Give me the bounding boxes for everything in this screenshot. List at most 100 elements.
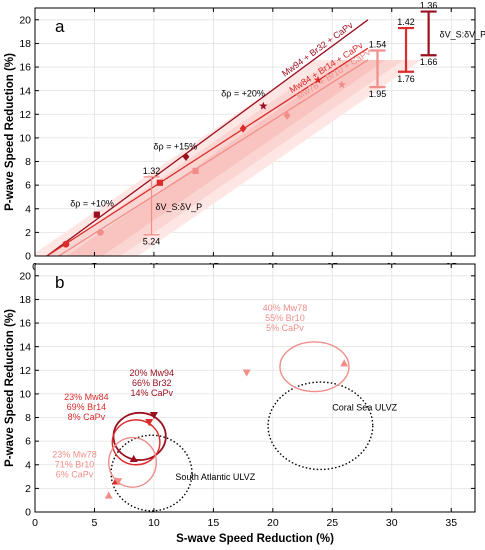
- y-tick-label: 14: [19, 341, 31, 353]
- ratio-bottom-value: 1.95: [369, 89, 387, 99]
- ratio-label: δV_S:δV_P: [440, 30, 485, 40]
- mixture-label-line: 55% Br10: [265, 313, 305, 323]
- plot-background: [35, 264, 475, 512]
- mixture-marker-down: [145, 419, 154, 427]
- series-1: [46, 47, 369, 256]
- y-tick-label: 0: [25, 251, 31, 263]
- ratio-top-value: 1.36: [420, 1, 438, 11]
- x-tick-label: 15: [208, 517, 220, 529]
- y-tick-label: 20: [19, 14, 31, 26]
- uncertainty-band: [66, 59, 386, 256]
- series-line: [46, 47, 369, 256]
- mixture-label-line: 6% CaPv: [56, 470, 94, 480]
- plot-content: [104, 341, 374, 512]
- ulvz-label: Coral Sea ULVZ: [332, 402, 397, 412]
- panel-letter: a: [55, 17, 65, 36]
- ratio-top-value: 1.42: [397, 17, 415, 27]
- y-tick-label: 4: [25, 203, 31, 215]
- y-axis-label: P-wave Speed Reduction (%): [4, 53, 16, 211]
- y-tick-label: 8: [25, 412, 31, 424]
- mixture-marker-down: [114, 478, 123, 486]
- mixture-label-line: 14% CaPv: [130, 388, 173, 398]
- mixture-ellipse: [111, 419, 161, 466]
- data-point-square: [192, 167, 199, 175]
- ratio-bottom-value: 1.76: [397, 74, 415, 84]
- y-tick-label: 2: [25, 483, 31, 495]
- mixture-label-line: 23% Mw84: [64, 392, 109, 402]
- mixture-marker-up: [104, 491, 113, 499]
- ratio-label: δV_S:δV_P: [156, 202, 203, 212]
- y-tick-label: 16: [19, 62, 31, 74]
- mixture-marker-up: [340, 359, 349, 367]
- series-0: [46, 19, 369, 256]
- ratio-bar-2: 1.42 1.76: [397, 17, 415, 84]
- ratio-bar-0: 1.32 5.24: [143, 166, 161, 247]
- plot-frame: [34, 7, 476, 257]
- data-point-diamond: [283, 111, 291, 120]
- mixture-label-line: 5% CaPv: [266, 323, 304, 333]
- mixture-label-line: 69% Br14: [67, 402, 107, 412]
- y-tick-label: 4: [25, 459, 31, 471]
- data-point-square: [156, 179, 163, 186]
- density-label: δρ = +15%: [153, 142, 197, 152]
- y-tick-label: 2: [25, 227, 31, 239]
- ratio-top-value: 1.32: [143, 166, 161, 176]
- mixture-3: [104, 436, 157, 499]
- panel-b: 0 5 10 15 20 25 30 35 0 2 4 6 8 10 12 14 16 18 20 P-wave Sp…: [4, 263, 476, 545]
- plot-content: [35, 19, 422, 256]
- data-point-circle: [97, 228, 104, 236]
- data-point-star: [313, 75, 323, 84]
- data-point-diamond: [182, 152, 190, 161]
- x-tick-label: 30: [386, 517, 398, 529]
- mixture-marker-up: [129, 454, 138, 463]
- ratio-bar-1: 1.54 1.95: [369, 40, 387, 100]
- y-tick-label: 6: [25, 436, 31, 448]
- series-line: [46, 19, 369, 256]
- y-axis-label: P-wave Speed Reduction (%): [4, 309, 16, 467]
- y-tick-label: 0: [25, 507, 31, 519]
- data-point-square: [93, 211, 100, 218]
- ratio-bar-3: 1.36 1.66: [420, 1, 438, 68]
- data-point-diamond: [239, 124, 247, 133]
- series-2: [58, 59, 369, 256]
- density-label: δρ = +20%: [221, 89, 265, 99]
- mixture-label-line: 40% Mw78: [263, 303, 308, 313]
- x-tick-label: 25: [326, 517, 338, 529]
- mixture-ellipse: [279, 341, 350, 393]
- y-tick-label: 18: [19, 38, 31, 50]
- panel-letter: b: [55, 273, 64, 292]
- mixture-label-line: 23% Mw78: [52, 450, 97, 460]
- y-tick-label: 8: [25, 156, 31, 168]
- y-tick-label: 20: [19, 270, 31, 282]
- ulvz-label: South Atlantic ULVZ: [175, 472, 255, 482]
- mixture-label-line: 66% Br32: [132, 378, 172, 388]
- y-tick-label: 10: [19, 389, 31, 401]
- mixture-0: [242, 341, 350, 393]
- x-tick-label: 10: [148, 517, 160, 529]
- y-tick-label: 16: [19, 318, 31, 330]
- y-tick-label: 12: [19, 109, 31, 121]
- x-tick-label: 0: [32, 517, 38, 529]
- x-tick-label: 20: [267, 517, 279, 529]
- x-tick-label: 5: [92, 517, 98, 529]
- data-point-star: [259, 101, 268, 110]
- mixture-label-line: 20% Mw94: [129, 368, 174, 378]
- data-point-star: [337, 80, 346, 89]
- ulvz-region-0: [267, 381, 374, 471]
- plot-frame: [34, 263, 476, 513]
- mixture-marker-down: [149, 411, 158, 420]
- mixture-label-line: 71% Br10: [55, 460, 95, 470]
- mixture-label-line: 8% CaPv: [68, 412, 106, 422]
- y-tick-label: 18: [19, 294, 31, 306]
- ratio-bottom-value: 5.24: [143, 237, 161, 247]
- mixture-marker-down: [242, 369, 251, 377]
- y-tick-label: 12: [19, 365, 31, 377]
- ratio-top-value: 1.54: [369, 40, 387, 50]
- series-line: [58, 59, 369, 256]
- data-point-circle: [62, 240, 70, 248]
- ticks: 0 5 10 15 20 25 30 35 0 2 4 6 8 10 12 14 16 18 20: [19, 264, 475, 529]
- y-tick-label: 14: [19, 85, 31, 97]
- x-axis-label: S-wave Speed Reduction (%): [176, 533, 334, 545]
